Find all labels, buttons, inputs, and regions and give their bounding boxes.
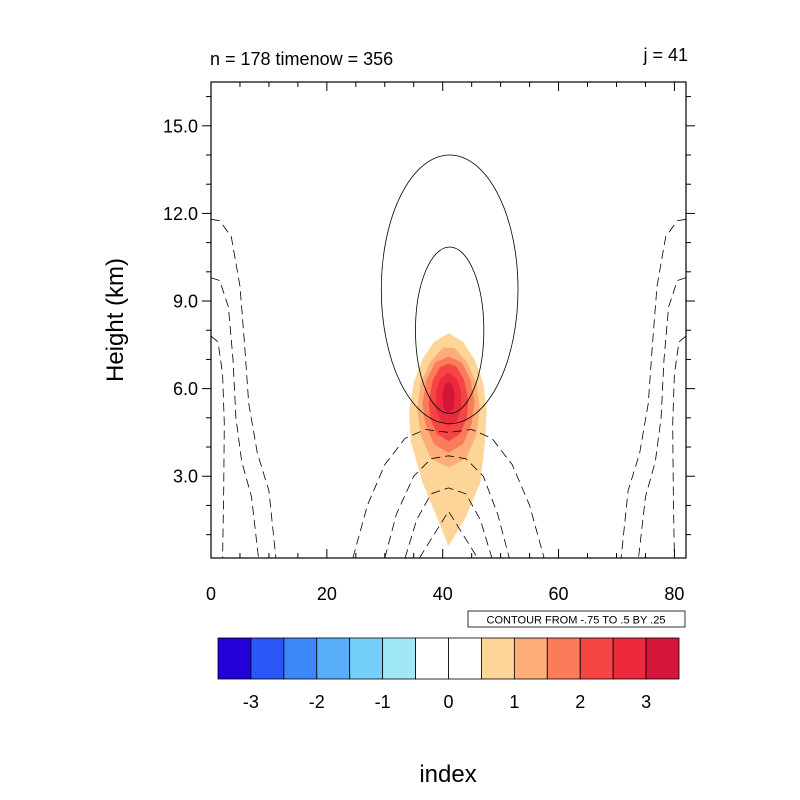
header-left: n = 178 timenow = 356 <box>210 49 393 69</box>
y-tick-label: 9.0 <box>173 292 198 312</box>
y-axis-label: Height (km) <box>102 258 129 382</box>
filled-contours <box>409 333 487 547</box>
contour-positive-inner <box>415 246 485 414</box>
y-tick-label: 12.0 <box>163 204 198 224</box>
contour-negative-left-2 <box>211 277 259 558</box>
x-tick-label: 60 <box>549 584 569 604</box>
fill-level-6 <box>442 381 455 414</box>
axis-ticks <box>202 82 695 558</box>
contour-info-text: CONTOUR FROM -.75 TO .5 BY .25 <box>487 615 666 627</box>
y-tick-label: 3.0 <box>173 467 198 487</box>
y-tick-label: 15.0 <box>163 116 198 136</box>
colorbar <box>217 637 680 680</box>
contour-negative-arch-1 <box>352 429 545 558</box>
colorbar-box <box>448 637 482 680</box>
contour-negative-left-3 <box>211 335 225 558</box>
contour-negative-arch-4 <box>419 510 478 558</box>
contour-negative-arch-2 <box>384 455 510 558</box>
x-tick-label: 20 <box>317 584 337 604</box>
colorbar-tick-label: 2 <box>575 692 585 712</box>
colorbar-box <box>283 637 318 680</box>
colorbar-labels: -3 -2 -1 0 1 2 3 <box>243 692 651 712</box>
colorbar-box <box>546 637 581 680</box>
x-tick-label: 40 <box>433 584 453 604</box>
colorbar-box <box>513 637 548 680</box>
y-tick-labels: 3.0 6.0 9.0 12.0 15.0 <box>163 116 198 486</box>
colorbar-box <box>217 637 252 680</box>
contour-info-box <box>467 610 686 628</box>
colorbar-tick-label: 3 <box>641 692 651 712</box>
colorbar-box <box>415 637 449 680</box>
colorbar-box <box>645 637 680 680</box>
colorbar-tick-label: 0 <box>443 692 453 712</box>
colorbar-box <box>250 637 285 680</box>
contour-negative-right-2 <box>638 277 686 558</box>
colorbar-tick-label: -1 <box>375 692 391 712</box>
contour-negative-left-1 <box>211 218 277 558</box>
colorbar-box <box>316 637 351 680</box>
colorbar-tick-label: 1 <box>509 692 519 712</box>
x-tick-labels: 0 20 40 60 80 <box>206 584 684 604</box>
colorbar-box <box>612 637 647 680</box>
contour-positive-outer <box>380 154 519 425</box>
x-axis-label: index <box>419 761 476 788</box>
plot-frame <box>210 81 687 559</box>
line-contours <box>211 154 686 558</box>
x-tick-label: 80 <box>664 584 684 604</box>
contour-negative-right-1 <box>620 218 686 558</box>
colorbar-tick-label: -3 <box>243 692 259 712</box>
colorbar-box <box>349 637 384 680</box>
colorbar-box <box>481 637 515 680</box>
y-tick-label: 6.0 <box>173 379 198 399</box>
x-tick-label: 0 <box>206 584 216 604</box>
contour-negative-arch-3 <box>404 487 493 558</box>
header-right: j = 41 <box>642 45 688 65</box>
colorbar-tick-label: -2 <box>309 692 325 712</box>
colorbar-box <box>382 637 416 680</box>
colorbar-box <box>579 637 614 680</box>
contour-negative-right-3 <box>672 335 686 558</box>
